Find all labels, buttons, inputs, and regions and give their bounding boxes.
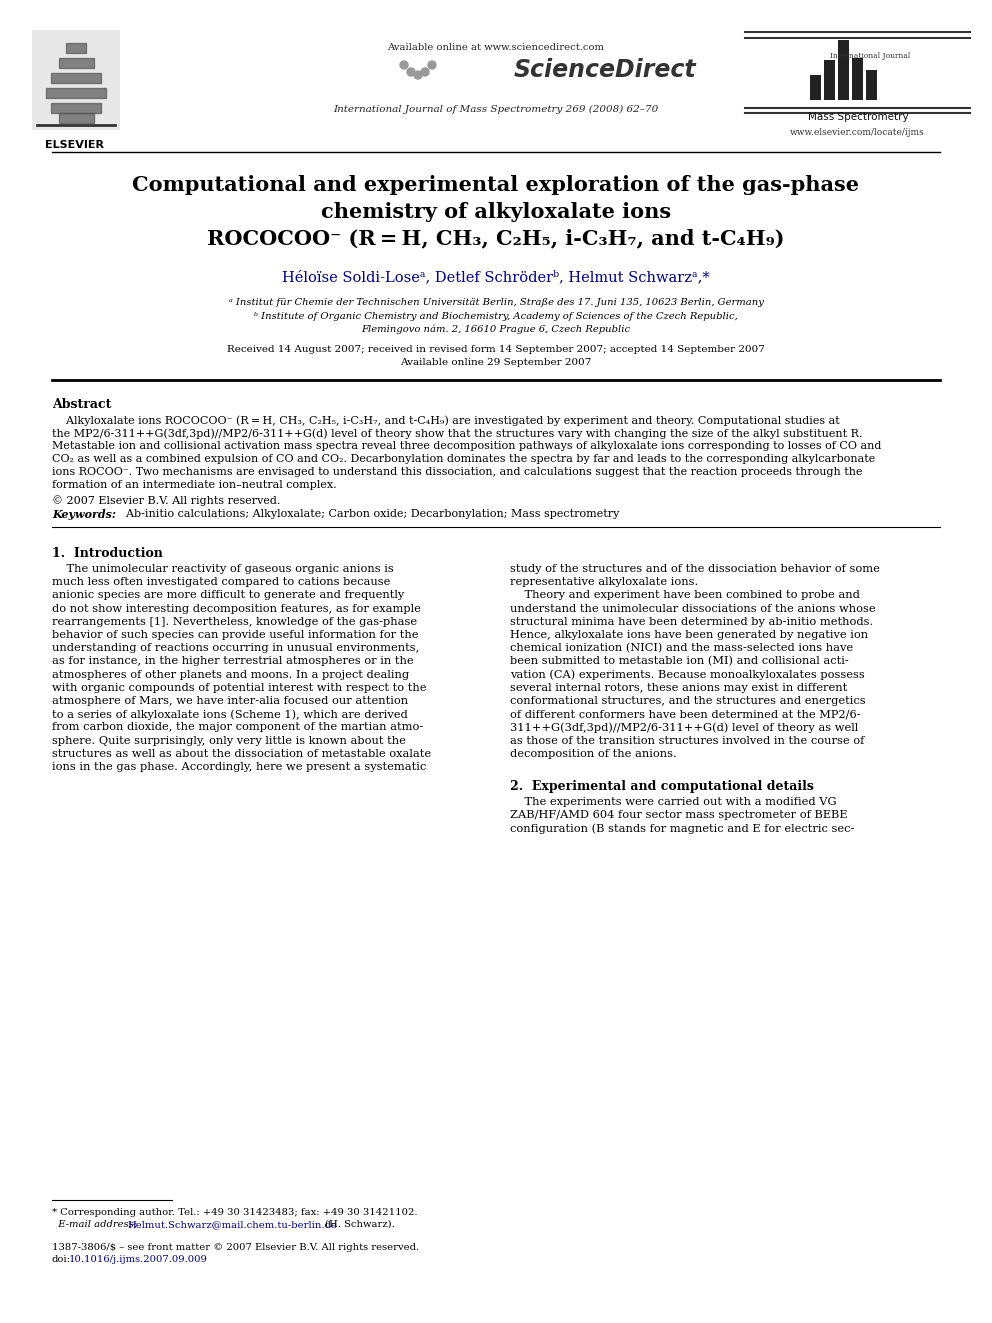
Text: study of the structures and of the dissociation behavior of some: study of the structures and of the disso… bbox=[510, 564, 880, 574]
Text: Abstract: Abstract bbox=[52, 398, 111, 411]
Text: Alkyloxalate ions ROCOCOO⁻ (R = H, CH₃, C₂H₅, i-C₃H₇, and t-C₄H₉) are investigat: Alkyloxalate ions ROCOCOO⁻ (R = H, CH₃, … bbox=[52, 415, 840, 426]
Text: Héloïse Soldi-Loseᵃ, Detlef Schröderᵇ, Helmut Schwarzᵃ,*: Héloïse Soldi-Loseᵃ, Detlef Schröderᵇ, H… bbox=[282, 270, 710, 284]
Text: formation of an intermediate ion–neutral complex.: formation of an intermediate ion–neutral… bbox=[52, 480, 336, 490]
Text: 2.  Experimental and computational details: 2. Experimental and computational detail… bbox=[510, 781, 813, 792]
Text: ZAB/HF/AMD 604 four sector mass spectrometer of BEBE: ZAB/HF/AMD 604 four sector mass spectrom… bbox=[510, 810, 847, 820]
Text: to a series of alkyloxalate ions (Scheme 1), which are derived: to a series of alkyloxalate ions (Scheme… bbox=[52, 709, 408, 720]
Text: structural minima have been determined by ab-initio methods.: structural minima have been determined b… bbox=[510, 617, 873, 627]
Text: representative alkyloxalate ions.: representative alkyloxalate ions. bbox=[510, 577, 698, 587]
Text: Mass Spectrometry: Mass Spectrometry bbox=[807, 112, 909, 122]
Text: as for instance, in the higher terrestrial atmospheres or in the: as for instance, in the higher terrestri… bbox=[52, 656, 414, 667]
Text: ROCOCOO⁻ (R = H, CH₃, C₂H₅, i-C₃H₇, and t-C₄H₉): ROCOCOO⁻ (R = H, CH₃, C₂H₅, i-C₃H₇, and … bbox=[207, 228, 785, 247]
Text: ScienceDirect: ScienceDirect bbox=[514, 58, 696, 82]
Text: conformational structures, and the structures and energetics: conformational structures, and the struc… bbox=[510, 696, 866, 706]
Text: understanding of reactions occurring in unusual environments,: understanding of reactions occurring in … bbox=[52, 643, 420, 654]
Text: ions in the gas phase. Accordingly, here we present a systematic: ions in the gas phase. Accordingly, here… bbox=[52, 762, 427, 773]
Circle shape bbox=[421, 67, 429, 75]
Text: from carbon dioxide, the major component of the martian atmo-: from carbon dioxide, the major component… bbox=[52, 722, 424, 733]
Text: much less often investigated compared to cations because: much less often investigated compared to… bbox=[52, 577, 391, 587]
Bar bbox=[824, 60, 835, 101]
Text: Available online at www.sciencedirect.com: Available online at www.sciencedirect.co… bbox=[388, 44, 604, 52]
Text: chemistry of alkyloxalate ions: chemistry of alkyloxalate ions bbox=[321, 202, 671, 222]
Text: as those of the transition structures involved in the course of: as those of the transition structures in… bbox=[510, 736, 864, 746]
Text: structures as well as about the dissociation of metastable oxalate: structures as well as about the dissocia… bbox=[52, 749, 432, 759]
Circle shape bbox=[407, 67, 415, 75]
Text: configuration (B stands for magnetic and E for electric sec-: configuration (B stands for magnetic and… bbox=[510, 823, 854, 833]
Text: 1387-3806/$ – see front matter © 2007 Elsevier B.V. All rights reserved.: 1387-3806/$ – see front matter © 2007 El… bbox=[52, 1244, 420, 1252]
Circle shape bbox=[414, 71, 422, 79]
Bar bbox=[838, 40, 849, 101]
Text: Ab-initio calculations; Alkyloxalate; Carbon oxide; Decarbonylation; Mass spectr: Ab-initio calculations; Alkyloxalate; Ca… bbox=[119, 509, 619, 519]
Text: atmosphere of Mars, we have inter-alia focused our attention: atmosphere of Mars, we have inter-alia f… bbox=[52, 696, 408, 706]
Circle shape bbox=[428, 61, 436, 69]
Text: understand the unimolecular dissociations of the anions whose: understand the unimolecular dissociation… bbox=[510, 603, 876, 614]
Text: doi:: doi: bbox=[52, 1256, 71, 1263]
Text: of different conformers have been determined at the MP2/6-: of different conformers have been determ… bbox=[510, 709, 861, 720]
Text: © 2007 Elsevier B.V. All rights reserved.: © 2007 Elsevier B.V. All rights reserved… bbox=[52, 495, 281, 505]
Text: decomposition of the anions.: decomposition of the anions. bbox=[510, 749, 677, 759]
Text: Flemingovo nám. 2, 16610 Prague 6, Czech Republic: Flemingovo nám. 2, 16610 Prague 6, Czech… bbox=[361, 325, 631, 335]
Bar bbox=[852, 58, 863, 101]
Text: several internal rotors, these anions may exist in different: several internal rotors, these anions ma… bbox=[510, 683, 847, 693]
Text: sphere. Quite surprisingly, only very little is known about the: sphere. Quite surprisingly, only very li… bbox=[52, 736, 406, 746]
Text: The experiments were carried out with a modified VG: The experiments were carried out with a … bbox=[510, 796, 836, 807]
Text: with organic compounds of potential interest with respect to the: with organic compounds of potential inte… bbox=[52, 683, 427, 693]
Text: been submitted to metastable ion (MI) and collisional acti-: been submitted to metastable ion (MI) an… bbox=[510, 656, 849, 667]
Text: (H. Schwarz).: (H. Schwarz). bbox=[322, 1220, 395, 1229]
Text: behavior of such species can provide useful information for the: behavior of such species can provide use… bbox=[52, 630, 419, 640]
Text: 1.  Introduction: 1. Introduction bbox=[52, 546, 163, 560]
Text: 10.1016/j.ijms.2007.09.009: 10.1016/j.ijms.2007.09.009 bbox=[69, 1256, 208, 1263]
Text: Received 14 August 2007; received in revised form 14 September 2007; accepted 14: Received 14 August 2007; received in rev… bbox=[227, 345, 765, 355]
Text: rearrangements [1]. Nevertheless, knowledge of the gas-phase: rearrangements [1]. Nevertheless, knowle… bbox=[52, 617, 417, 627]
Text: ᵇ Institute of Organic Chemistry and Biochemistry, Academy of Sciences of the Cz: ᵇ Institute of Organic Chemistry and Bio… bbox=[254, 312, 738, 321]
Text: * Corresponding author. Tel.: +49 30 31423483; fax: +49 30 31421102.: * Corresponding author. Tel.: +49 30 314… bbox=[52, 1208, 418, 1217]
FancyBboxPatch shape bbox=[32, 30, 120, 130]
Text: Keywords:: Keywords: bbox=[52, 509, 116, 520]
Text: 311++G(3df,3pd)//MP2/6-311++G(d) level of theory as well: 311++G(3df,3pd)//MP2/6-311++G(d) level o… bbox=[510, 722, 858, 733]
Text: do not show interesting decomposition features, as for example: do not show interesting decomposition fe… bbox=[52, 603, 421, 614]
Text: ELSEVIER: ELSEVIER bbox=[46, 140, 104, 149]
Text: Theory and experiment have been combined to probe and: Theory and experiment have been combined… bbox=[510, 590, 860, 601]
Circle shape bbox=[400, 61, 408, 69]
Text: www.elsevier.com/locate/ijms: www.elsevier.com/locate/ijms bbox=[790, 128, 925, 138]
Text: anionic species are more difficult to generate and frequently: anionic species are more difficult to ge… bbox=[52, 590, 405, 601]
Text: the MP2/6-311++G(3df,3pd)//MP2/6-311++G(d) level of theory show that the structu: the MP2/6-311++G(3df,3pd)//MP2/6-311++G(… bbox=[52, 429, 862, 438]
Text: International Journal of Mass Spectrometry 269 (2008) 62–70: International Journal of Mass Spectromet… bbox=[333, 105, 659, 114]
Text: atmospheres of other planets and moons. In a project dealing: atmospheres of other planets and moons. … bbox=[52, 669, 409, 680]
Text: CO₂ as well as a combined expulsion of CO and CO₂. Decarbonylation dominates the: CO₂ as well as a combined expulsion of C… bbox=[52, 454, 875, 464]
Bar bbox=[866, 70, 877, 101]
Text: Hence, alkyloxalate ions have been generated by negative ion: Hence, alkyloxalate ions have been gener… bbox=[510, 630, 868, 640]
Bar bbox=[810, 75, 821, 101]
Text: vation (CA) experiments. Because monoalkyloxalates possess: vation (CA) experiments. Because monoalk… bbox=[510, 669, 865, 680]
Text: ᵃ Institut für Chemie der Technischen Universität Berlin, Straße des 17. Juni 13: ᵃ Institut für Chemie der Technischen Un… bbox=[228, 298, 764, 307]
Text: Helmut.Schwarz@mail.chem.tu-berlin.de: Helmut.Schwarz@mail.chem.tu-berlin.de bbox=[127, 1220, 337, 1229]
Text: Metastable ion and collisional activation mass spectra reveal three decompositio: Metastable ion and collisional activatio… bbox=[52, 441, 881, 451]
Text: E-mail address:: E-mail address: bbox=[52, 1220, 140, 1229]
Text: ions ROCOO⁻. Two mechanisms are envisaged to understand this dissociation, and c: ions ROCOO⁻. Two mechanisms are envisage… bbox=[52, 467, 862, 478]
Text: Available online 29 September 2007: Available online 29 September 2007 bbox=[401, 359, 591, 366]
Text: chemical ionization (NICI) and the mass-selected ions have: chemical ionization (NICI) and the mass-… bbox=[510, 643, 853, 654]
Text: Computational and experimental exploration of the gas-phase: Computational and experimental explorati… bbox=[133, 175, 859, 194]
Text: International Journal: International Journal bbox=[830, 52, 910, 60]
Text: The unimolecular reactivity of gaseous organic anions is: The unimolecular reactivity of gaseous o… bbox=[52, 564, 394, 574]
